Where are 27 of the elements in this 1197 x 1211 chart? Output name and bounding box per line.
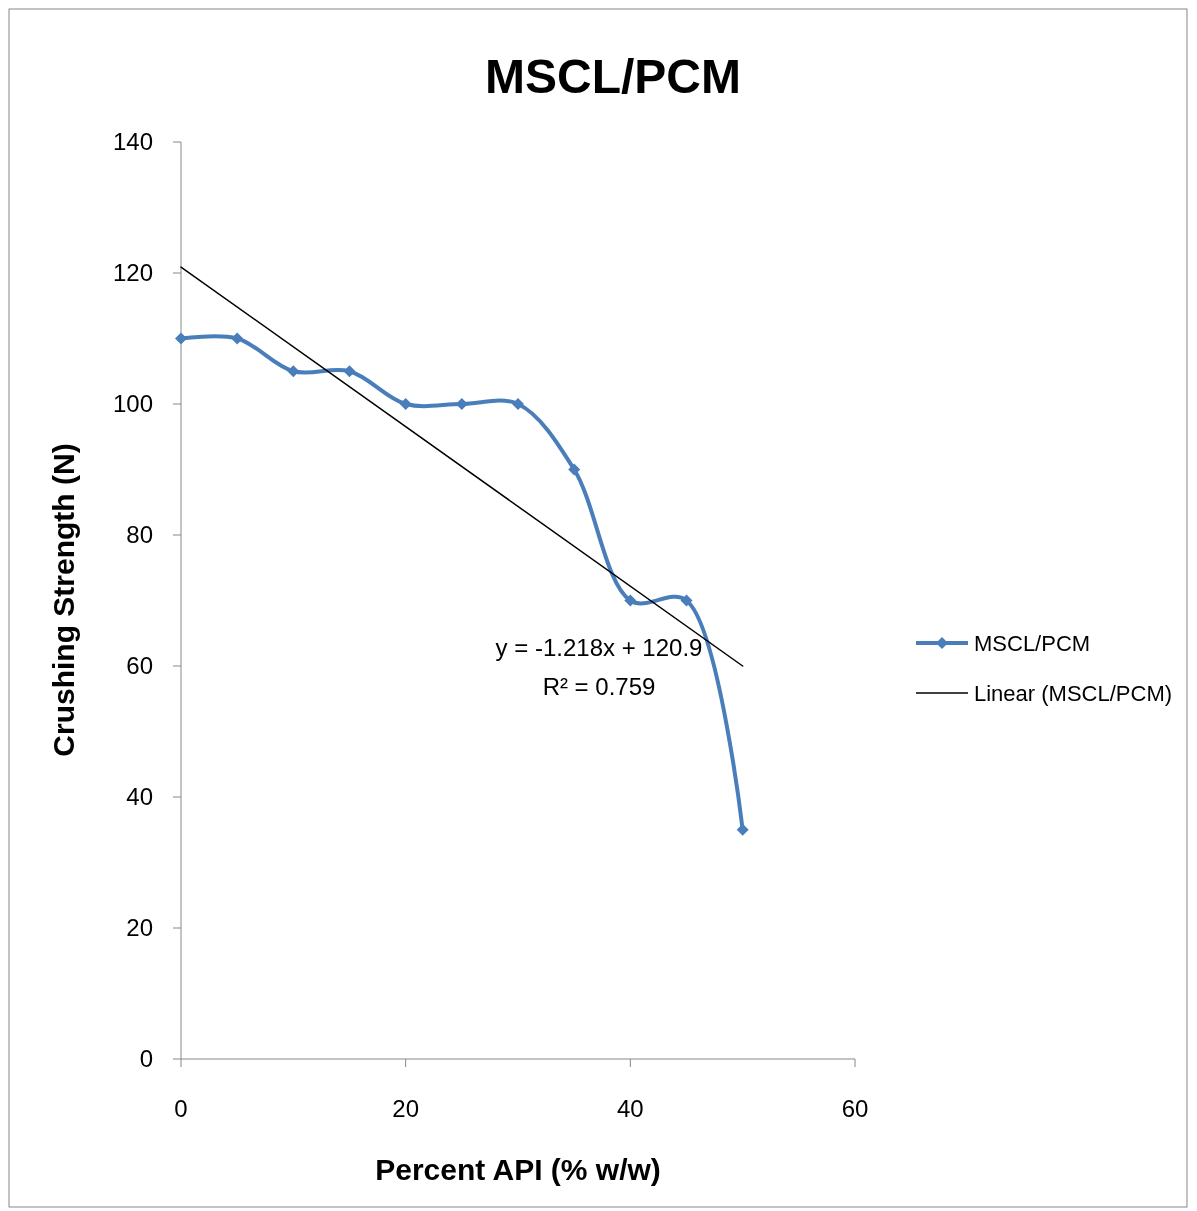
x-tick-label: 60 — [841, 1095, 869, 1122]
point — [231, 332, 244, 345]
annotation: y = -1.218x + 120.9 — [495, 634, 703, 661]
y-tick-label: 20 — [126, 914, 153, 942]
chart-title: MSCL/PCM — [485, 50, 741, 103]
x-tick-label: 0 — [174, 1095, 188, 1122]
x-axis-title: Percent API (% w/w) — [375, 1153, 661, 1186]
y-axis-title: Crushing Strength (N) — [47, 443, 80, 757]
point — [512, 398, 524, 410]
point — [680, 594, 693, 607]
y-tick-label: 100 — [112, 390, 153, 418]
y-tick-label: 60 — [126, 652, 153, 680]
legend-label: Linear (MSCL/PCM) — [974, 680, 1173, 706]
y-tick-label: 0 — [139, 1045, 153, 1073]
point — [399, 398, 412, 410]
annotation: R² = 0.759 — [542, 673, 656, 700]
y-tick-label: 80 — [126, 521, 153, 549]
x-tick-label: 20 — [392, 1095, 420, 1122]
point — [175, 332, 187, 345]
y-tick-label: 120 — [112, 259, 153, 287]
x-tick-label: 40 — [616, 1095, 644, 1122]
y-tick-label: 140 — [112, 128, 153, 156]
point — [343, 365, 356, 378]
y-tick-label: 40 — [126, 783, 153, 811]
point — [568, 463, 581, 476]
legend-label: MSCL/PCM — [974, 630, 1091, 656]
point — [624, 594, 637, 607]
